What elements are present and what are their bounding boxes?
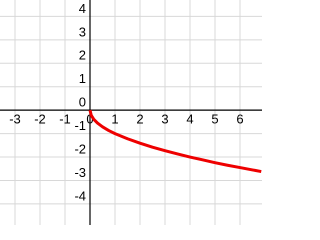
y-tick-label: 2 <box>79 48 86 63</box>
y-tick-label: 3 <box>79 24 86 39</box>
y-tick-label: -2 <box>74 141 86 156</box>
y-tick-label: 0 <box>79 95 86 110</box>
x-tick-label: -1 <box>59 112 71 127</box>
x-tick-label: 2 <box>136 112 143 127</box>
x-tick-label: -3 <box>9 112 21 127</box>
x-tick-label: 3 <box>161 112 168 127</box>
y-tick-label: 4 <box>79 1 86 16</box>
x-tick-label: 6 <box>236 112 243 127</box>
page: {"chart_data": {"type": "line", "x": [0,… <box>0 0 262 225</box>
x-tick-label: -2 <box>34 112 46 127</box>
x-tick-label: 1 <box>111 112 118 127</box>
x-tick-label: 4 <box>186 112 193 127</box>
y-tick-label: 1 <box>79 71 86 86</box>
y-tick-label: -4 <box>74 188 86 203</box>
y-tick-label: -1 <box>74 118 86 133</box>
y-tick-label: -3 <box>74 165 86 180</box>
x-tick-label: 0 <box>86 112 93 127</box>
curve <box>88 109 262 174</box>
x-tick-label: 5 <box>211 112 218 127</box>
